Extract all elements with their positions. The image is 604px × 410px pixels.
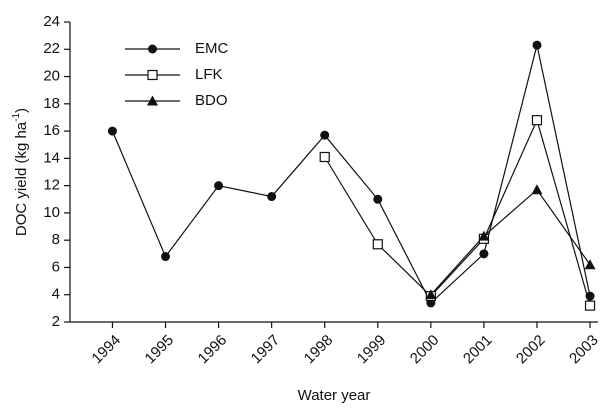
legend-marker: [147, 95, 158, 106]
marker-square: [531, 115, 543, 126]
y-tick-label: 6: [52, 258, 60, 275]
x-tick-label: 1997: [248, 332, 284, 368]
marker-triangle: [478, 230, 490, 241]
marker-circle: [267, 192, 277, 202]
y-tick-label: 12: [43, 177, 60, 194]
marker-square: [584, 300, 596, 311]
marker-triangle: [531, 184, 543, 195]
marker-circle: [161, 252, 171, 262]
marker-triangle: [425, 289, 437, 300]
y-tick-label: 24: [43, 13, 60, 30]
marker-circle: [214, 181, 224, 191]
series-line: [324, 118, 591, 306]
legend-marker: [147, 69, 158, 81]
x-tick-label: 1994: [88, 332, 124, 368]
legend-label: LFK: [195, 66, 223, 83]
y-tick-label: 10: [43, 204, 60, 221]
x-tick-label: 1996: [195, 332, 231, 368]
marker-circle: [532, 40, 542, 50]
y-label-text: DOC yield (kg ha: [13, 121, 30, 236]
x-tick-label: 2002: [513, 332, 549, 368]
y-tick-label: 2: [52, 313, 60, 330]
legend-label: BDO: [195, 92, 228, 109]
marker-circle: [320, 130, 330, 140]
marker-square: [319, 151, 330, 163]
marker-circle: [479, 249, 489, 259]
x-tick-label: 1999: [354, 332, 390, 368]
y-tick-label: 8: [52, 231, 60, 248]
y-tick-label: 4: [52, 286, 60, 303]
y-tick-label: 22: [43, 40, 60, 57]
x-tick-label: 2000: [407, 332, 443, 368]
marker-circle: [585, 291, 595, 301]
marker-triangle: [584, 259, 596, 270]
x-tick-label: 1995: [142, 332, 178, 368]
series-line: [430, 188, 591, 296]
y-tick-label: 18: [43, 95, 60, 112]
x-axis-label: Water year: [298, 387, 371, 404]
marker-circle: [107, 126, 117, 136]
y-tick-label: 14: [43, 149, 60, 166]
series-line: [111, 45, 591, 304]
y-label-sup: -1: [11, 113, 22, 122]
x-tick-label: 2001: [460, 332, 496, 368]
marker-circle: [373, 194, 383, 204]
y-axis-label: DOC yield (kg ha-1): [11, 108, 30, 236]
y-tick-label: 20: [43, 68, 60, 85]
legend-label: EMC: [195, 40, 229, 57]
marker-square: [372, 239, 383, 250]
legend-marker: [148, 44, 157, 54]
x-tick-label: 2003: [566, 332, 602, 368]
y-tick-label: 16: [43, 122, 60, 139]
x-tick-label: 1998: [301, 332, 337, 368]
y-label-end: ): [13, 108, 30, 113]
